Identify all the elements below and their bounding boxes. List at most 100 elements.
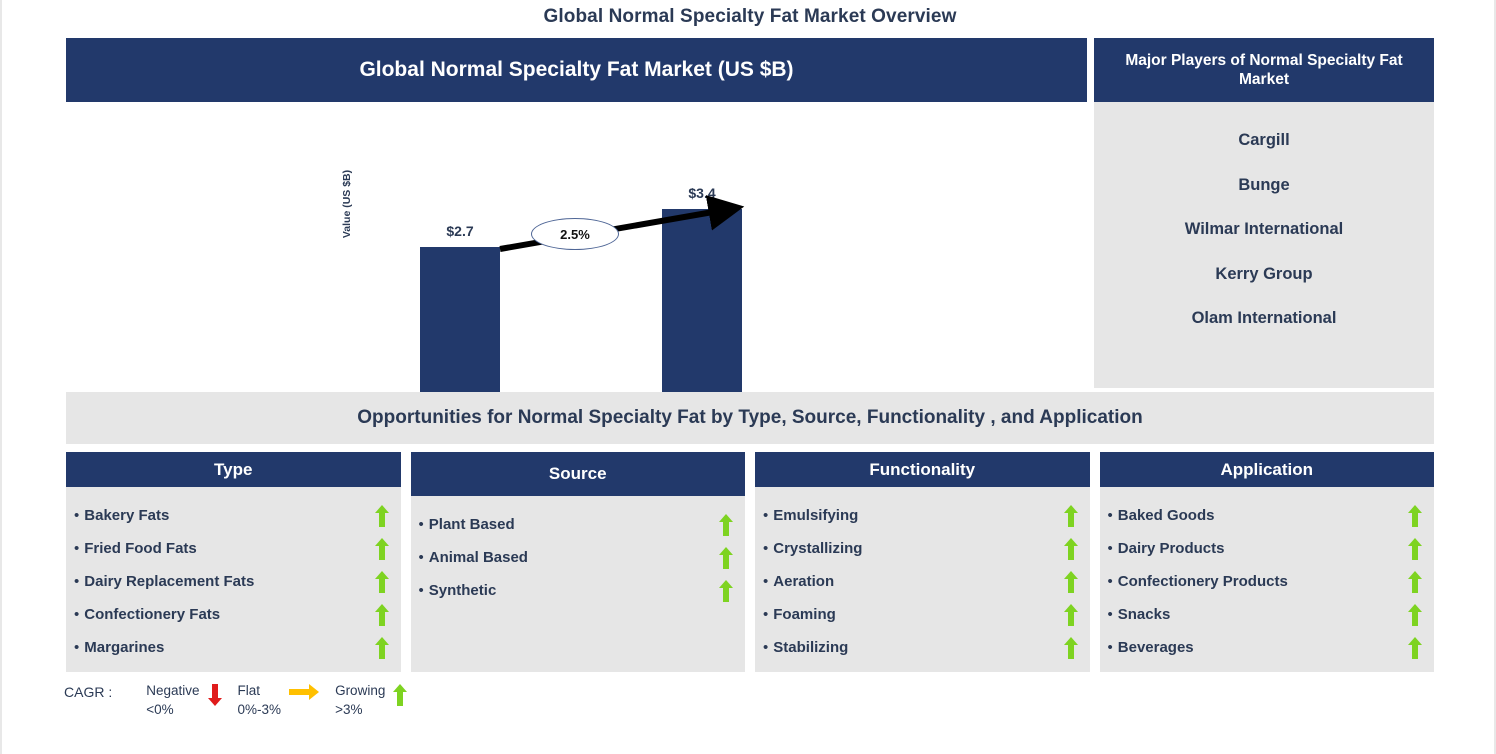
legend-entry-growing: Growing >3%	[335, 682, 417, 719]
list-item-label: Dairy Replacement Fats	[84, 573, 255, 590]
arrow-up-green-icon	[374, 537, 389, 560]
column-functionality: Functionality • Emulsifying • Crystallizin…	[755, 452, 1090, 672]
growth-trend-arrow-icon	[499, 194, 745, 252]
list-item: • Beverages	[1108, 631, 1422, 664]
list-item-label: Snacks	[1117, 606, 1171, 623]
legend-text-flat: Flat 0%-3%	[238, 682, 282, 719]
bullet-icon: •	[74, 507, 80, 524]
chart-y-axis-label: Value (US $B)	[341, 169, 354, 239]
opportunity-columns: Type • Bakery Fats • Fried Food Fats • Dair…	[66, 452, 1434, 672]
column-header-application: Application	[1099, 452, 1434, 487]
bar-value-2026: $2.7	[446, 223, 474, 239]
column-list-functionality: • Emulsifying • Crystallizing • Aeration • F…	[755, 487, 1090, 672]
column-application: Application • Baked Goods • Dairy Products…	[1099, 452, 1435, 672]
arrow-up-green-icon	[1063, 570, 1078, 593]
bullet-icon: •	[763, 606, 769, 623]
list-item: Bunge	[1238, 175, 1290, 194]
list-item: Kerry Group	[1215, 264, 1313, 283]
legend-icon-growing	[393, 682, 408, 709]
arrow-up-green-icon	[1408, 636, 1422, 659]
arrow-up-green-icon	[1063, 636, 1078, 659]
list-item-label: Emulsifying	[773, 507, 859, 524]
column-source: Source • Plant Based • Animal Based • Synth…	[410, 452, 746, 672]
bullet-icon: •	[1107, 606, 1113, 623]
bullet-icon: •	[1107, 507, 1113, 524]
bar-2026	[420, 247, 500, 396]
cagr-legend: CAGR : Negative <0% Flat 0%-3% Growing >…	[64, 682, 423, 719]
legend-text-negative: Negative <0%	[146, 682, 199, 719]
legend-entry-negative: Negative <0%	[146, 682, 231, 719]
legend-icon-flat	[289, 682, 320, 703]
bullet-icon: •	[763, 639, 769, 656]
bullet-icon: •	[763, 540, 769, 557]
bar-value-2035: $3.4	[688, 185, 716, 201]
arrow-up-green-icon	[1063, 603, 1078, 626]
page-title: Global Normal Specialty Fat Market Overv…	[543, 6, 957, 27]
opportunities-banner: Opportunities for Normal Specialty Fat b…	[66, 392, 1434, 444]
legend-range-growing: >3%	[335, 701, 363, 717]
list-item: • Animal Based	[418, 541, 733, 574]
cagr-legend-title: CAGR :	[64, 684, 113, 700]
legend-entry-flat: Flat 0%-3%	[238, 682, 330, 719]
chart-panel-header: Global Normal Specialty Fat Market (US $…	[66, 38, 1087, 102]
bullet-icon: •	[74, 639, 80, 656]
arrow-up-green-icon	[1063, 537, 1078, 560]
bullet-icon: •	[418, 516, 424, 533]
list-item: • Dairy Products	[1107, 532, 1422, 565]
list-item: • Fried Food Fats	[74, 532, 389, 565]
legend-label-flat: Flat	[237, 683, 261, 698]
list-item-label: Margarines	[84, 639, 165, 656]
arrow-down-red-icon	[207, 684, 222, 706]
bullet-icon: •	[418, 549, 424, 566]
list-item-label: Fried Food Fats	[84, 540, 197, 557]
arrow-up-green-icon	[719, 579, 733, 602]
list-item: • Margarines	[74, 631, 389, 664]
list-item-label: Baked Goods	[1117, 507, 1215, 524]
list-item: • Stabilizing	[763, 631, 1078, 664]
list-item-label: Foaming	[773, 606, 836, 623]
arrow-up-green-icon	[393, 684, 408, 706]
arrow-up-green-icon	[1063, 504, 1078, 527]
list-item: • Confectionery Fats	[74, 598, 389, 631]
major-players-list: Cargill Bunge Wilmar International Kerry…	[1094, 102, 1434, 341]
legend-range-negative: <0%	[146, 701, 174, 717]
bullet-icon: •	[763, 507, 769, 524]
list-item: • Confectionery Products	[1108, 565, 1422, 598]
list-item: • Crystallizing	[763, 532, 1078, 565]
legend-text-growing: Growing >3%	[335, 682, 385, 719]
list-item: • Baked Goods	[1107, 499, 1422, 532]
list-item: • Foaming	[763, 598, 1078, 631]
list-item: Wilmar International	[1184, 220, 1344, 238]
list-item: • Bakery Fats	[74, 499, 389, 532]
column-list-application: • Baked Goods • Dairy Products • Confection…	[1100, 487, 1435, 672]
list-item-label: Dairy Products	[1117, 540, 1225, 557]
arrow-up-green-icon	[1408, 504, 1422, 527]
arrow-up-green-icon	[374, 504, 389, 527]
legend-icon-negative	[207, 682, 222, 709]
arrow-up-green-icon	[719, 546, 733, 569]
bullet-icon: •	[74, 540, 80, 557]
arrow-right-yellow-icon	[289, 684, 320, 700]
cagr-bubble: 2.5%	[531, 218, 619, 250]
arrow-up-green-icon	[719, 513, 733, 536]
column-type: Type • Bakery Fats • Fried Food Fats • Dair…	[66, 452, 401, 672]
column-header-type: Type	[66, 452, 401, 487]
column-list-source: • Plant Based • Animal Based • Synthetic	[411, 496, 746, 672]
market-chart-panel: Global Normal Specialty Fat Market (US $…	[66, 38, 1087, 444]
bullet-icon: •	[1107, 540, 1113, 557]
chart-plot-area: Value (US $B) $2.7 $3.4 2026 2035 2.5% S…	[66, 102, 1087, 444]
column-header-source: Source	[410, 452, 745, 496]
arrow-up-green-icon	[1408, 570, 1422, 593]
column-header-functionality: Functionality	[755, 452, 1090, 487]
list-item: • Plant Based	[418, 508, 733, 541]
list-item: • Synthetic	[418, 574, 733, 607]
list-item: Olam International	[1191, 309, 1337, 327]
arrow-up-green-icon	[374, 636, 389, 659]
list-item-label: Crystallizing	[773, 540, 863, 557]
bar-2035	[662, 209, 742, 396]
legend-range-flat: 0%-3%	[237, 701, 282, 717]
legend-label-negative: Negative	[146, 683, 200, 698]
bullet-icon: •	[418, 582, 424, 599]
list-item-label: Stabilizing	[773, 639, 849, 656]
